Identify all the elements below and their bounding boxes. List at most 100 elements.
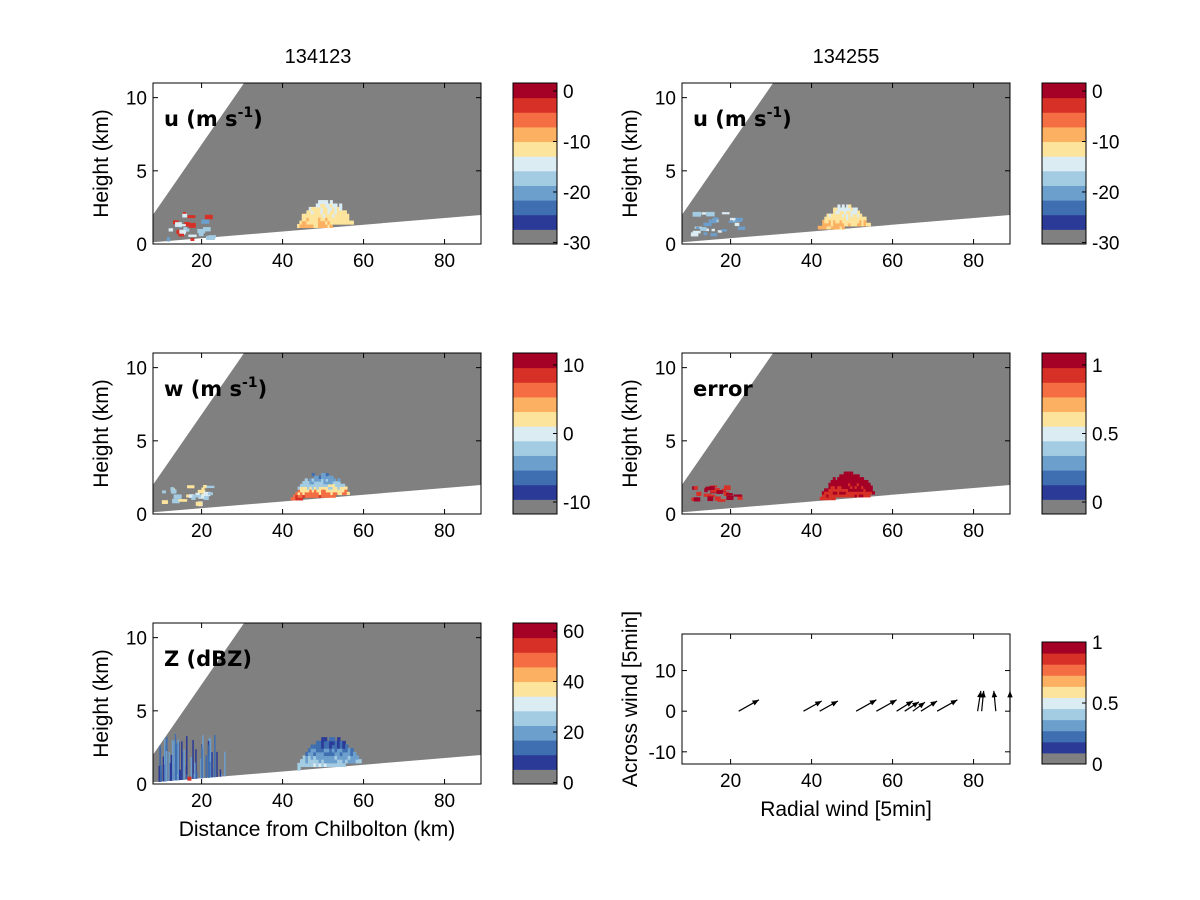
echo-pixel bbox=[830, 493, 834, 498]
echo-pixel bbox=[856, 482, 860, 487]
echo-pixel bbox=[714, 496, 721, 501]
echo-pixel bbox=[332, 206, 336, 211]
echo-pixel bbox=[861, 493, 865, 498]
echo-pixel bbox=[326, 759, 330, 764]
echo-pixel bbox=[308, 223, 312, 229]
echo-pixel bbox=[841, 485, 845, 489]
echo-pixel bbox=[337, 489, 341, 493]
wind-arrow-head bbox=[918, 702, 925, 709]
echo-pixel bbox=[335, 491, 339, 496]
colorbar-swatch bbox=[1042, 83, 1086, 99]
echo-pixel bbox=[315, 748, 320, 753]
echo-pixel bbox=[721, 229, 727, 232]
echo-speckle-u1 bbox=[166, 212, 216, 242]
echo-pixel bbox=[331, 737, 336, 742]
echo-pixel bbox=[173, 740, 176, 781]
wind-arrow-head bbox=[930, 701, 938, 707]
echo-pixel bbox=[321, 475, 325, 479]
wind-arrow-head bbox=[869, 699, 877, 706]
echo-pixel bbox=[308, 217, 312, 222]
echo-pixel bbox=[192, 740, 194, 779]
echo-pixel bbox=[848, 219, 852, 224]
wind-arrows bbox=[738, 690, 1013, 712]
echo-pixel bbox=[307, 755, 312, 760]
echo-pixel bbox=[867, 491, 871, 495]
x-tick-label: 40 bbox=[272, 251, 293, 272]
echo-pixel bbox=[174, 733, 177, 781]
echo-pixel bbox=[318, 203, 322, 208]
echo-speckle-err bbox=[691, 485, 743, 502]
echo-pixel bbox=[859, 216, 863, 221]
echo-pixel bbox=[841, 219, 845, 224]
echo-pixel bbox=[323, 475, 327, 479]
echo-pixel bbox=[337, 491, 341, 496]
colorbar-tick-label: 0 bbox=[1092, 493, 1103, 514]
echo-pixel bbox=[839, 207, 843, 212]
echo-pixel bbox=[858, 488, 862, 492]
echo-pixel bbox=[843, 207, 847, 212]
echo-pixel bbox=[346, 220, 350, 225]
echo-pixel bbox=[302, 759, 307, 764]
echo-pixel bbox=[341, 210, 345, 215]
echo-pixel bbox=[206, 485, 215, 489]
echo-pixel bbox=[325, 473, 329, 477]
echo-pixel bbox=[187, 485, 195, 489]
echo-pixel bbox=[856, 493, 860, 498]
echo-pixel bbox=[347, 748, 352, 753]
y-tick-label: 5 bbox=[665, 432, 676, 453]
echo-pixel bbox=[307, 481, 311, 485]
echo-pixel bbox=[309, 489, 313, 493]
echo-pixel bbox=[828, 216, 832, 221]
colorbar-swatch bbox=[513, 200, 557, 216]
echo-cell-u2 bbox=[817, 204, 871, 230]
echo-pixel bbox=[713, 217, 719, 220]
echo-pixel bbox=[173, 494, 182, 499]
echo-pixel bbox=[313, 217, 317, 222]
echo-pixel bbox=[198, 231, 204, 237]
echo-pixel bbox=[318, 494, 322, 498]
echo-pixel bbox=[302, 762, 307, 768]
echo-pixel bbox=[315, 210, 319, 215]
echo-pixel bbox=[854, 219, 858, 224]
echo-streaks-z bbox=[158, 733, 226, 782]
echo-pixel bbox=[848, 474, 852, 478]
echo-pixel bbox=[837, 491, 841, 495]
echo-pixel bbox=[339, 751, 344, 757]
echo-pixel bbox=[865, 479, 869, 484]
echo-pixel bbox=[334, 210, 338, 215]
echo-pixel bbox=[318, 475, 322, 479]
echo-pixel bbox=[299, 223, 303, 229]
echo-pixel bbox=[329, 744, 333, 749]
colorbar-tick-label: 60 bbox=[563, 622, 584, 643]
echo-pixel bbox=[852, 219, 856, 224]
echo-pixel bbox=[297, 489, 301, 493]
colorbar-swatch bbox=[513, 696, 557, 712]
echo-pixel bbox=[334, 762, 338, 768]
echo-pixel bbox=[339, 740, 344, 746]
echo-pixel bbox=[716, 490, 723, 494]
echo-pixel bbox=[318, 486, 322, 490]
echo-pixel bbox=[337, 762, 341, 768]
echo-pixel bbox=[335, 486, 339, 490]
echo-pixel bbox=[328, 483, 332, 488]
echo-pixel bbox=[848, 482, 852, 487]
echo-pixel bbox=[179, 229, 187, 234]
y-axis-label: Height (km) bbox=[619, 109, 642, 218]
echo-pixel bbox=[322, 217, 326, 222]
echo-pixel bbox=[209, 738, 212, 778]
echo-pixel bbox=[863, 222, 867, 227]
echo-pixel bbox=[178, 233, 185, 237]
colorbar-z: 60 40 20 0 bbox=[512, 622, 584, 794]
echo-pixel bbox=[342, 751, 346, 757]
echo-pixel bbox=[334, 744, 338, 749]
colorbar-swatch bbox=[513, 740, 557, 756]
echo-pixel bbox=[861, 222, 865, 227]
echo-pixel bbox=[325, 203, 329, 208]
echo-pixel bbox=[323, 762, 328, 768]
echo-pixel bbox=[314, 491, 318, 496]
echo-pixel bbox=[309, 486, 313, 490]
echo-pixel bbox=[837, 493, 841, 498]
echo-pixel bbox=[693, 497, 701, 502]
